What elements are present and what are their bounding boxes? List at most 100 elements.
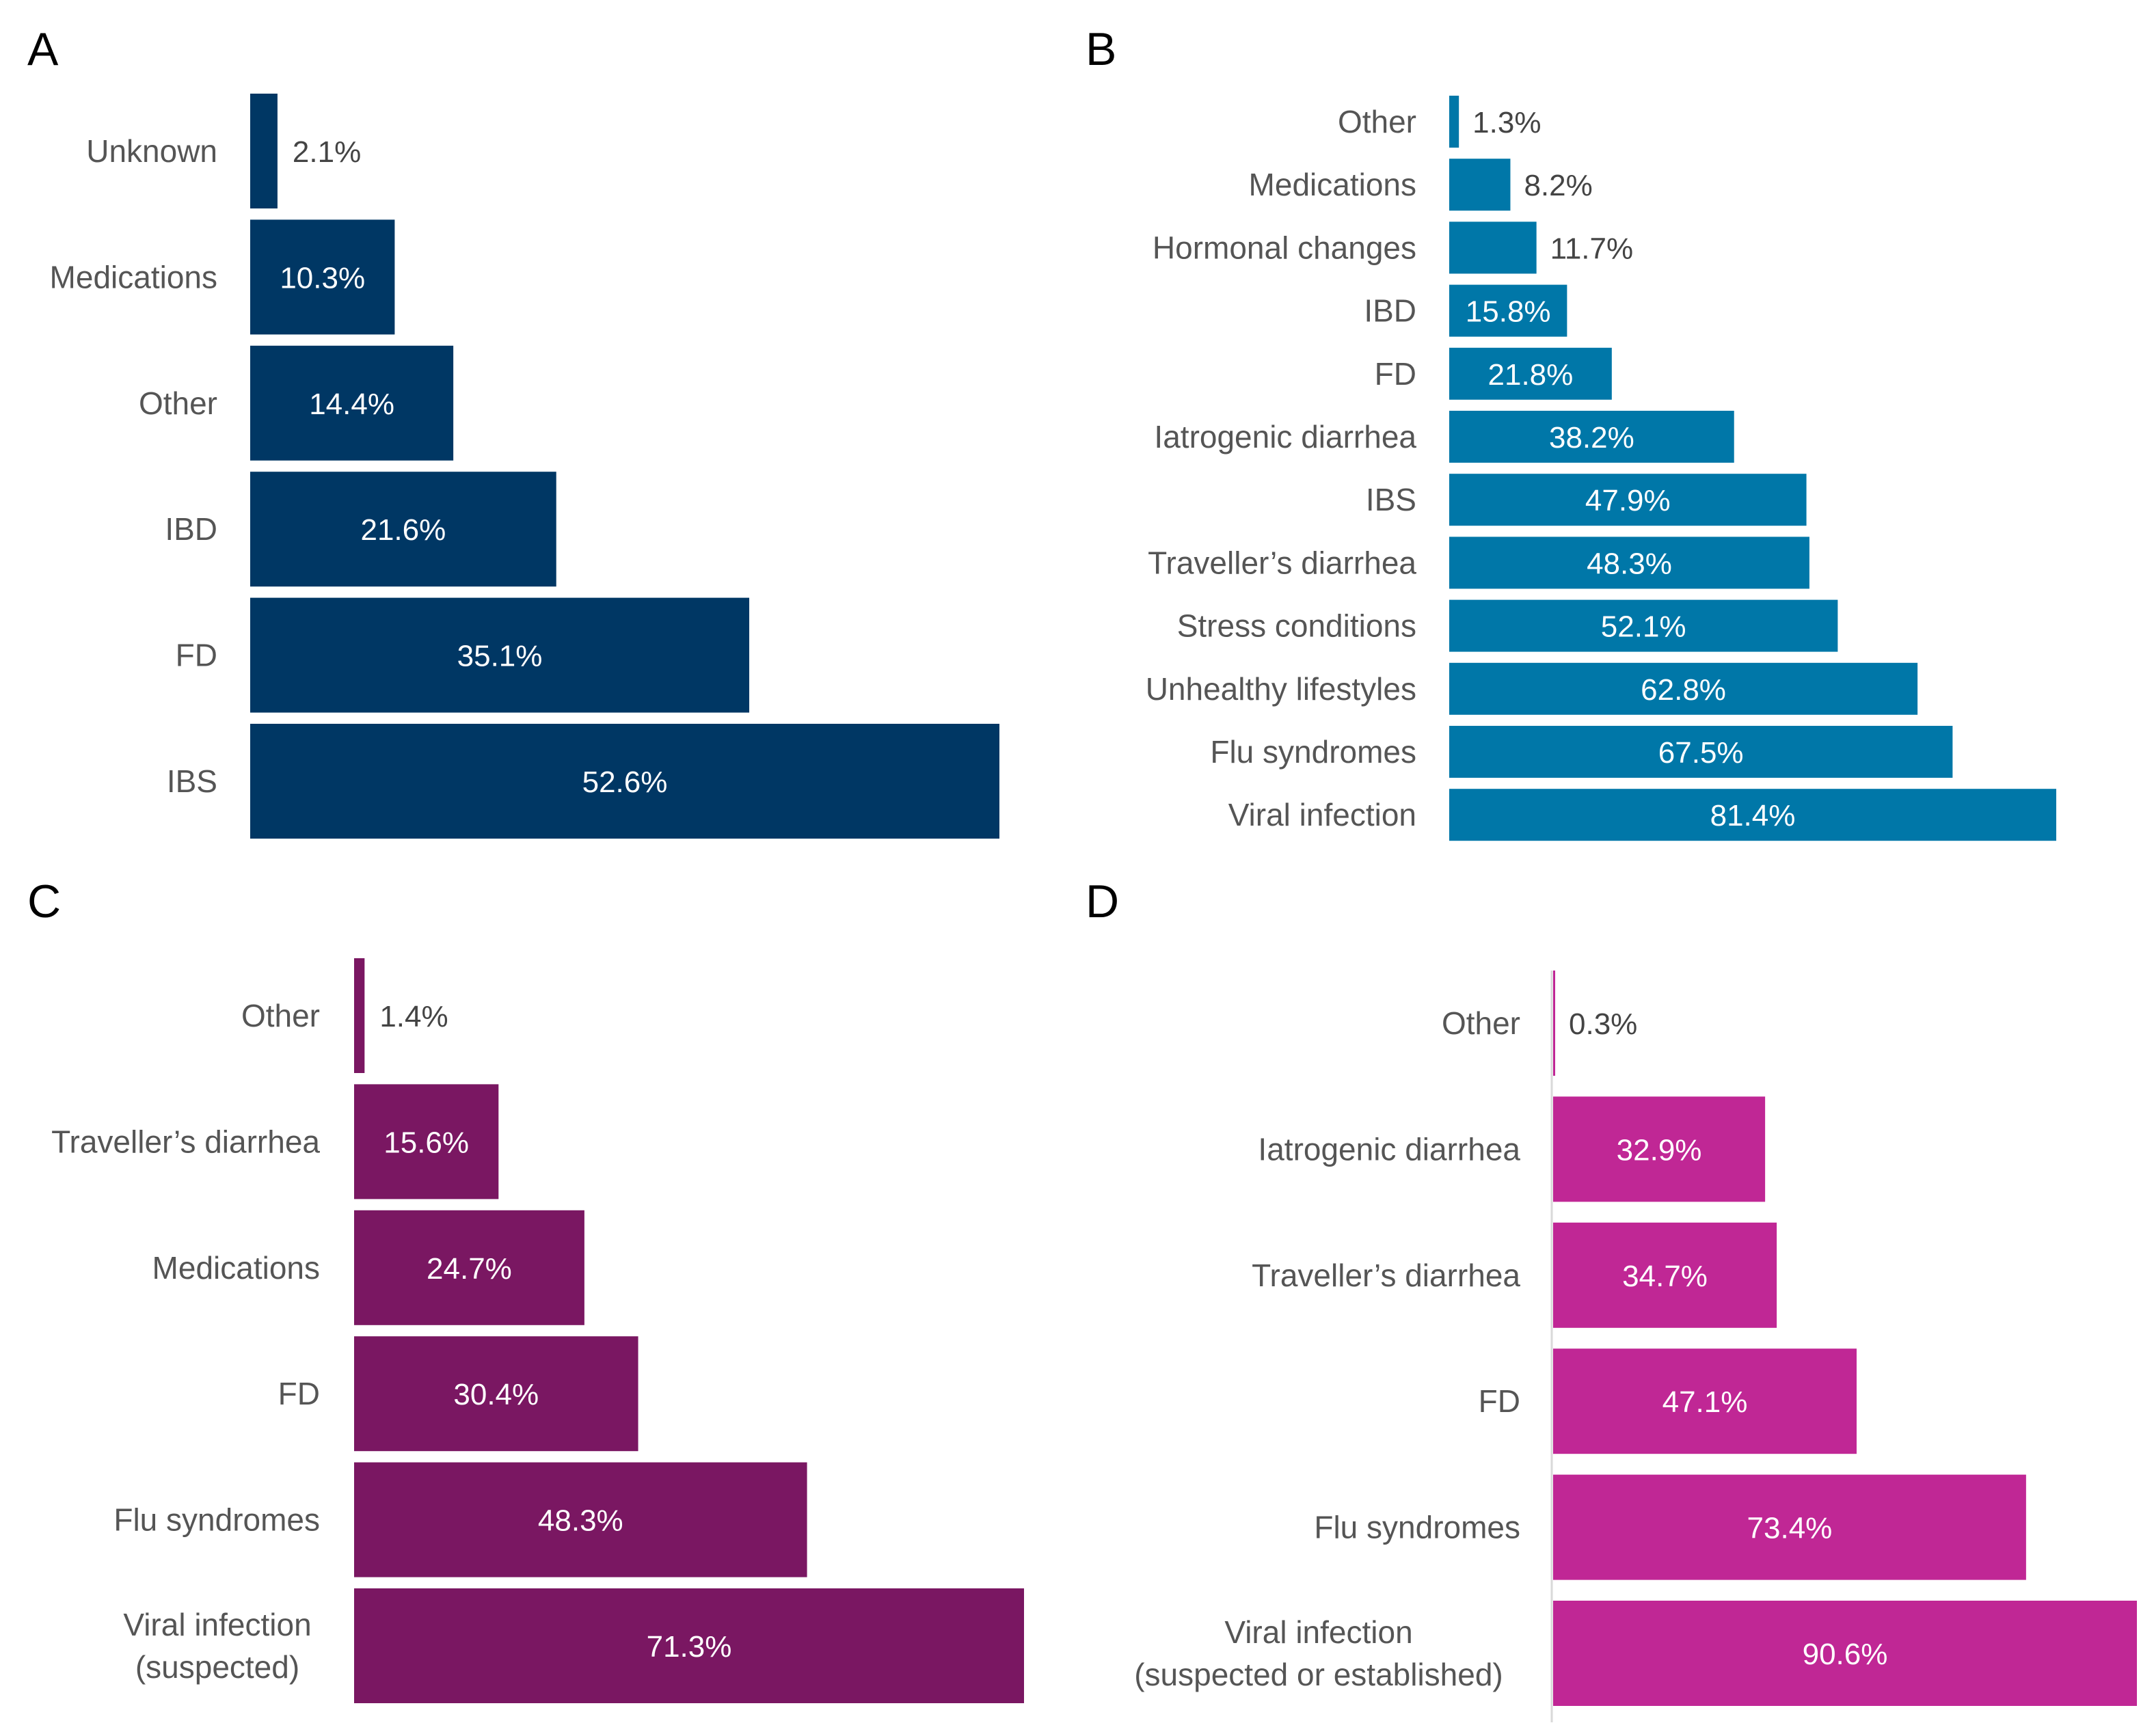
panel-c-category-label: Other [241, 998, 320, 1033]
panel-d-bar [1553, 1222, 1777, 1328]
panel-c-category-label: Medications [152, 1250, 320, 1286]
panel-c-value-label: 30.4% [453, 1378, 539, 1411]
panel-b-value-label: 62.8% [1641, 673, 1726, 707]
panel-a-value-label: 14.4% [309, 388, 394, 421]
panel-c-category-label-line: (suspected) [135, 1649, 299, 1685]
panel-b-category-label: Viral infection [1228, 797, 1416, 832]
panel-b-bar [1449, 474, 1807, 526]
panel-b-category-label: Unhealthy lifestyles [1146, 671, 1416, 707]
panel-b-value-label: 52.1% [1601, 610, 1686, 644]
panel-b-bar [1449, 537, 1809, 589]
panel-c-value-label: 15.6% [383, 1126, 469, 1159]
panel-d-category-label: Traveller’s diarrhea [1252, 1258, 1520, 1293]
panel-a-bar [247, 469, 559, 590]
panel-b-value-label: 8.2% [1524, 169, 1592, 202]
panel-b-category-label: Iatrogenic diarrhea [1154, 419, 1416, 455]
panel-b-category-label: IBS [1366, 482, 1416, 517]
panel-a-bar [247, 342, 457, 463]
panel-b-value-label: 48.3% [1587, 547, 1672, 580]
panel-d-value-label: 0.3% [1569, 1007, 1637, 1041]
panel-c-category-label: FD [278, 1376, 320, 1411]
panel-b-category-label: Stress conditions [1177, 608, 1416, 644]
panel-b-value-label: 38.2% [1549, 421, 1634, 455]
panel-a-category-label: IBS [167, 763, 217, 799]
panel-d-category-label: Flu syndromes [1314, 1510, 1520, 1545]
panel-a-value-label: 52.6% [582, 765, 668, 799]
panel-d-letter: D [1086, 876, 1119, 927]
panel-a-bar [247, 91, 280, 211]
panel-b-category-label: Medications [1249, 167, 1416, 202]
panel-b-letter: B [1086, 23, 1116, 75]
panel-d-value-label: 73.4% [1747, 1512, 1833, 1545]
panel-c-letter: C [27, 876, 61, 927]
panel-a-value-label: 35.1% [457, 640, 543, 673]
panel-a-value-label: 21.6% [360, 513, 446, 547]
panel-c-bar [351, 1333, 641, 1454]
panel-a-category-label: Unknown [86, 133, 217, 169]
panel-d-category-label: Iatrogenic diarrhea [1258, 1131, 1520, 1167]
panel-a-bar [247, 595, 753, 716]
panel-b-bar [1449, 347, 1612, 400]
panel-b-bar [1449, 662, 1918, 715]
panel-c-category-label: Viral infection (suspected) [123, 1607, 311, 1685]
panel-d-value-label: 47.1% [1662, 1385, 1748, 1419]
panel-b-category-label: Hormonal changes [1153, 230, 1416, 265]
panel-d-category-label-line: (suspected or established) [1134, 1657, 1503, 1692]
panel-d-category-label-line: Viral infection [1224, 1614, 1412, 1650]
panel-a-letter: A [27, 23, 59, 75]
panel-b-bar [1449, 411, 1734, 463]
panel-b-bar [1449, 599, 1838, 652]
panel-c-bar [351, 1459, 810, 1580]
panel-b: B Other 1.3% Medications 8.2% Hormonal change… [1086, 23, 2056, 841]
panel-d-bar [1553, 1601, 2137, 1706]
panel-b-bar [1449, 789, 2056, 841]
panel-c-value-label: 71.3% [647, 1630, 732, 1664]
panel-d-value-label: 34.7% [1622, 1260, 1708, 1293]
panel-d-bar [1553, 1474, 2026, 1580]
panel-d-value-label: 32.9% [1617, 1133, 1702, 1167]
panel-c-value-label: 48.3% [538, 1504, 623, 1538]
panel-d-value-label: 90.6% [1803, 1638, 1888, 1671]
panel-b-bar [1449, 96, 1459, 148]
panel-a-value-label: 2.1% [293, 135, 361, 169]
panel-a-value-label: 10.3% [280, 261, 365, 295]
panel-b-bar [1449, 221, 1537, 274]
panel-b-value-label: 21.8% [1488, 358, 1574, 392]
panel-b-category-label: Other [1338, 104, 1416, 139]
panel-d-bar [1553, 971, 1555, 1076]
panel-a-bar [247, 217, 398, 338]
panel-b-value-label: 67.5% [1658, 736, 1744, 770]
panel-b-category-label: FD [1375, 356, 1416, 392]
panel-c-category-label: Traveller’s diarrhea [51, 1124, 320, 1159]
panel-b-category-label: IBD [1364, 293, 1416, 329]
panel-b-value-label: 47.9% [1585, 484, 1671, 517]
panel-d-bar [1553, 1096, 1766, 1202]
panel-c-bar [351, 1081, 502, 1202]
panel-d-bar [1553, 1348, 1857, 1454]
panel-a: A Unknown 2.1% Medications 10.3% Other 14.4% IB… [27, 23, 1002, 841]
panel-b-category-label: Traveller’s diarrhea [1148, 545, 1416, 580]
panel-a-category-label: Medications [50, 259, 217, 295]
panel-d-category-label: FD [1479, 1383, 1520, 1419]
panel-b-bar [1449, 159, 1511, 211]
panel-c: C Other 1.4% Traveller’s diarrhea 15.6% Medic… [27, 876, 1027, 1706]
panel-b-category-label: Flu syndromes [1210, 734, 1416, 770]
panel-c-value-label: 1.4% [379, 1000, 448, 1033]
panel-a-category-label: Other [139, 385, 217, 421]
panel-a-category-label: IBD [165, 511, 217, 547]
panel-b-value-label: 81.4% [1710, 799, 1796, 832]
panel-c-bar [351, 1207, 587, 1328]
panel-c-bar [351, 1586, 1027, 1706]
panel-c-category-label-line: Viral infection [123, 1607, 311, 1642]
panel-c-category-label: Flu syndromes [113, 1502, 320, 1538]
panel-b-bar [1449, 284, 1567, 337]
panel-c-value-label: 24.7% [427, 1252, 512, 1286]
panel-b-value-label: 1.3% [1472, 106, 1541, 139]
panel-b-value-label: 11.7% [1550, 232, 1634, 265]
panel-a-bar [247, 721, 1002, 841]
panel-d: D Other 0.3% Iatrogenic diarrhea 32.9% Travel… [1086, 876, 2137, 1722]
panel-b-value-label: 15.8% [1466, 295, 1551, 329]
panel-c-bar [351, 955, 368, 1076]
panel-b-bar [1449, 726, 1953, 778]
